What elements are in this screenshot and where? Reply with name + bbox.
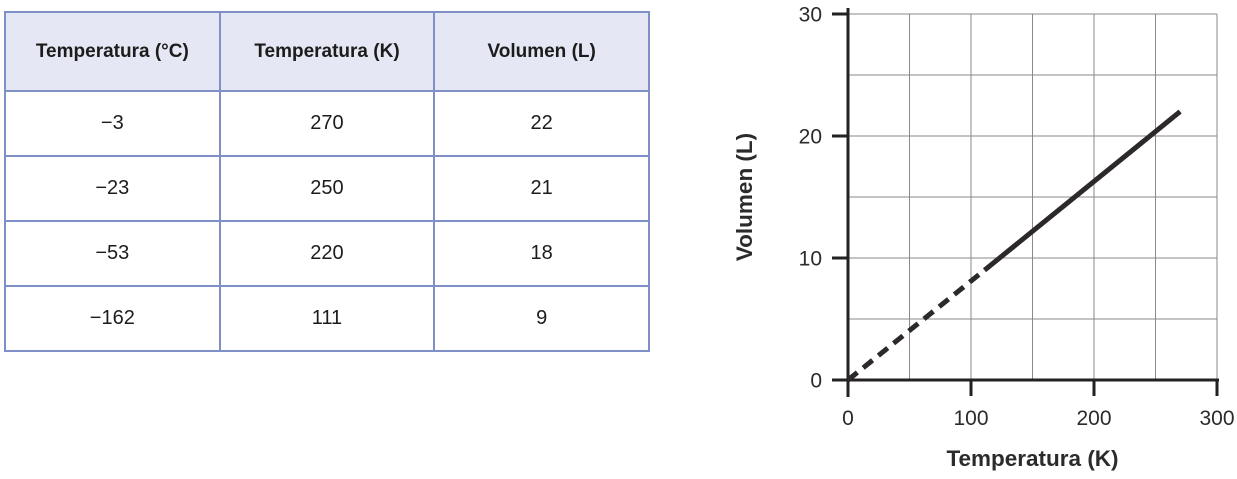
table-cell: 250 (218, 155, 436, 222)
table-cell: 9 (433, 285, 650, 352)
table-header-row: Temperatura (°C) Temperatura (K) Volumen (… (4, 11, 650, 92)
table-cell: 270 (218, 90, 436, 157)
x-tick-label: 200 (1076, 407, 1111, 430)
table-cell: −23 (4, 155, 221, 222)
table-body: −3 270 22 −23 250 21 −53 220 18 −162 111 9 (4, 90, 650, 352)
table-row: −23 250 21 (4, 155, 650, 222)
table-cell: 21 (433, 155, 650, 222)
table-cell: 111 (218, 285, 436, 352)
table-cell: 220 (218, 220, 436, 287)
y-tick-label: 20 (799, 126, 822, 149)
x-axis-title: Temperatura (K) (946, 446, 1118, 471)
table-row: −3 270 22 (4, 90, 650, 157)
extrapolated-line-dashed (846, 268, 987, 382)
table-cell: −162 (4, 285, 221, 352)
table-cell: 18 (433, 220, 650, 287)
y-tick-label: 10 (799, 248, 822, 271)
table-header: Temperatura (°C) Temperatura (K) Volumen (… (4, 11, 650, 92)
table-cell: −53 (4, 220, 221, 287)
x-tick-label: 300 (1199, 407, 1234, 430)
table-row: −162 111 9 (4, 285, 650, 352)
x-tick-label: 0 (842, 407, 854, 430)
header-cell: Volumen (L) (433, 11, 650, 92)
y-axis-title: Volumen (L) (732, 133, 757, 261)
x-tick-label: 100 (953, 407, 988, 430)
y-tick-label: 0 (810, 370, 822, 393)
header-cell: Temperatura (K) (218, 11, 436, 92)
table-cell: 22 (433, 90, 650, 157)
table-row: −53 220 18 (4, 220, 650, 287)
header-cell: Temperatura (°C) (4, 11, 221, 92)
table-cell: −3 (4, 90, 221, 157)
y-tick-label: 30 (799, 4, 822, 27)
gas-volume-table: Temperatura (°C) Temperatura (K) Volumen (… (4, 11, 650, 352)
data-line-solid (982, 109, 1182, 273)
